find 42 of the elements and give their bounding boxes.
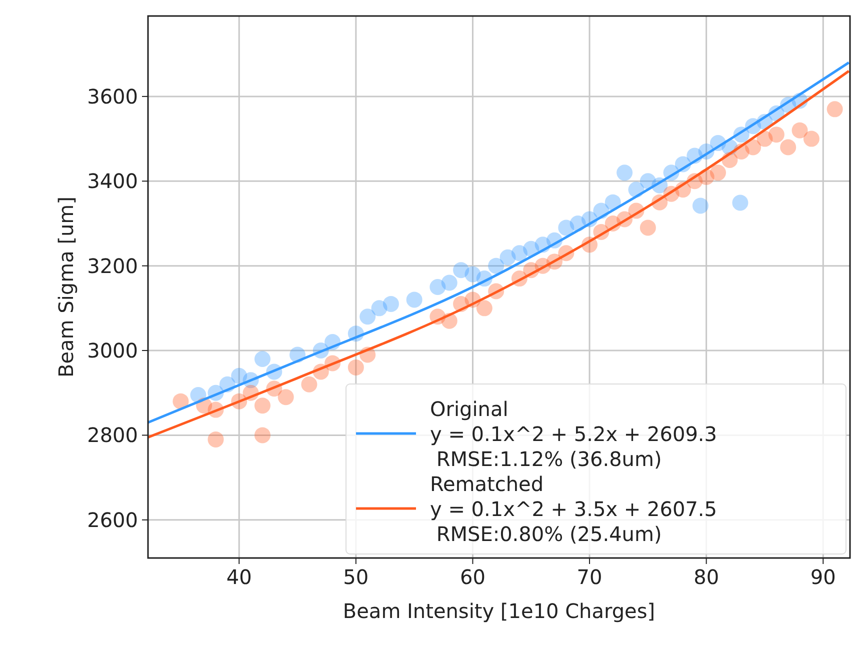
point: [616, 164, 633, 181]
point: [382, 296, 399, 312]
point: [826, 101, 843, 118]
y-axis-title: Beam Sigma [um]: [54, 196, 78, 378]
x-tick-label: 40: [226, 565, 252, 589]
y-tick-label: 3200: [87, 254, 138, 278]
point: [172, 393, 189, 410]
point: [406, 292, 422, 308]
point: [604, 194, 621, 210]
point: [254, 398, 270, 414]
y-tick-label: 3400: [87, 169, 138, 194]
y-tick-label: 2600: [87, 508, 138, 532]
point: [792, 122, 808, 138]
point: [208, 431, 224, 448]
point: [301, 376, 318, 392]
x-axis-title: Beam Intensity [1e10 Charges]: [342, 599, 656, 623]
point: [803, 130, 820, 147]
y-tick-label: 3000: [87, 338, 138, 363]
point: [768, 126, 784, 143]
x-tick-label: 90: [810, 565, 836, 589]
point: [732, 194, 748, 211]
point: [780, 139, 796, 156]
point: [710, 164, 726, 181]
x-tick-label: 60: [460, 565, 486, 589]
point: [254, 427, 270, 444]
point: [488, 258, 504, 274]
point: [441, 274, 458, 291]
point: [278, 389, 294, 406]
x-tick-label: 80: [694, 565, 720, 589]
point: [640, 220, 656, 236]
point: [348, 359, 364, 376]
legend-label: Original y = 0.1x^2 + 5.2x + 2609.3 RMSE:1.12% (36.8um): [430, 397, 718, 471]
legend-label: Rematched y = 0.1x^2 + 3.5x + 2607.5 RMSE:0.80% (25.4um): [430, 472, 718, 546]
point: [360, 308, 376, 325]
point: [745, 139, 762, 156]
x-tick-label: 70: [576, 565, 602, 589]
y-tick-label: 3600: [87, 84, 138, 108]
point: [476, 300, 492, 316]
y-tick-label: 2800: [87, 423, 138, 448]
point: [254, 350, 270, 367]
point: [692, 198, 708, 214]
x-tick-label: 50: [343, 565, 369, 589]
